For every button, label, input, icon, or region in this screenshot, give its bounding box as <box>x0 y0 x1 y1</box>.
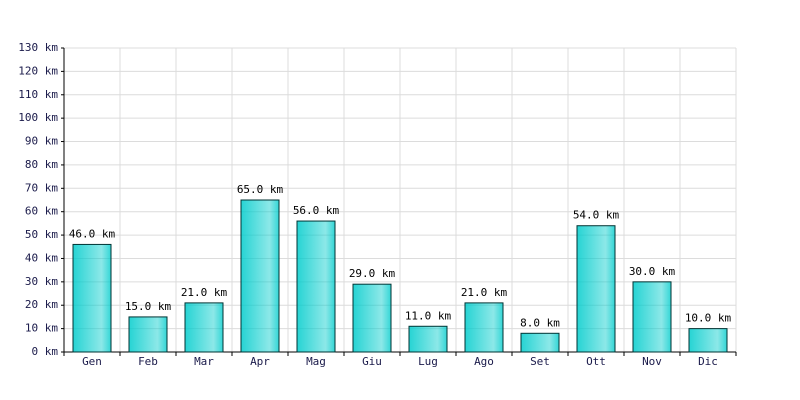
value-label: 56.0 km <box>293 204 340 217</box>
x-tick-label: Nov <box>642 355 662 368</box>
x-tick-label: Apr <box>250 355 270 368</box>
value-label: 21.0 km <box>181 286 228 299</box>
x-tick-label: Lug <box>418 355 438 368</box>
y-tick-label: 130 km <box>18 41 58 54</box>
y-tick-label: 40 km <box>25 251 58 264</box>
bar <box>688 328 728 353</box>
x-tick-label: Mar <box>194 355 214 368</box>
y-tick-label: 70 km <box>25 181 58 194</box>
x-tick-label: Ott <box>586 355 606 368</box>
x-tick-label: Gen <box>82 355 102 368</box>
value-label: 46.0 km <box>69 227 116 240</box>
value-label: 10.0 km <box>685 312 732 325</box>
x-tick-label: Dic <box>698 355 718 368</box>
bar <box>240 199 280 353</box>
y-tick-label: 90 km <box>25 135 58 148</box>
value-label: 29.0 km <box>349 267 396 280</box>
value-label: 65.0 km <box>237 183 284 196</box>
y-tick-label: 0 km <box>32 345 59 358</box>
y-tick-label: 110 km <box>18 88 58 101</box>
bar <box>576 225 616 353</box>
bar <box>408 325 448 353</box>
x-tick-label: Giu <box>362 355 382 368</box>
value-label: 54.0 km <box>573 209 620 222</box>
y-tick-label: 50 km <box>25 228 58 241</box>
bar <box>128 316 168 353</box>
y-tick-label: 100 km <box>18 111 58 124</box>
value-label: 11.0 km <box>405 309 452 322</box>
bar <box>464 302 504 353</box>
value-label: 21.0 km <box>461 286 508 299</box>
y-tick-label: 20 km <box>25 298 58 311</box>
y-tick-label: 120 km <box>18 64 58 77</box>
value-label: 8.0 km <box>520 316 560 329</box>
value-label: 30.0 km <box>629 265 676 278</box>
value-label: 15.0 km <box>125 300 172 313</box>
bar <box>72 243 112 353</box>
bar <box>632 281 672 353</box>
bar <box>296 220 336 353</box>
x-tick-label: Set <box>530 355 550 368</box>
x-tick-label: Mag <box>306 355 326 368</box>
y-tick-label: 10 km <box>25 322 58 335</box>
bar <box>184 302 224 353</box>
x-tick-label: Feb <box>138 355 158 368</box>
bar <box>352 283 392 353</box>
y-tick-label: 60 km <box>25 205 58 218</box>
bar <box>520 332 560 353</box>
y-tick-label: 80 km <box>25 158 58 171</box>
x-tick-label: Ago <box>474 355 494 368</box>
y-tick-label: 30 km <box>25 275 58 288</box>
